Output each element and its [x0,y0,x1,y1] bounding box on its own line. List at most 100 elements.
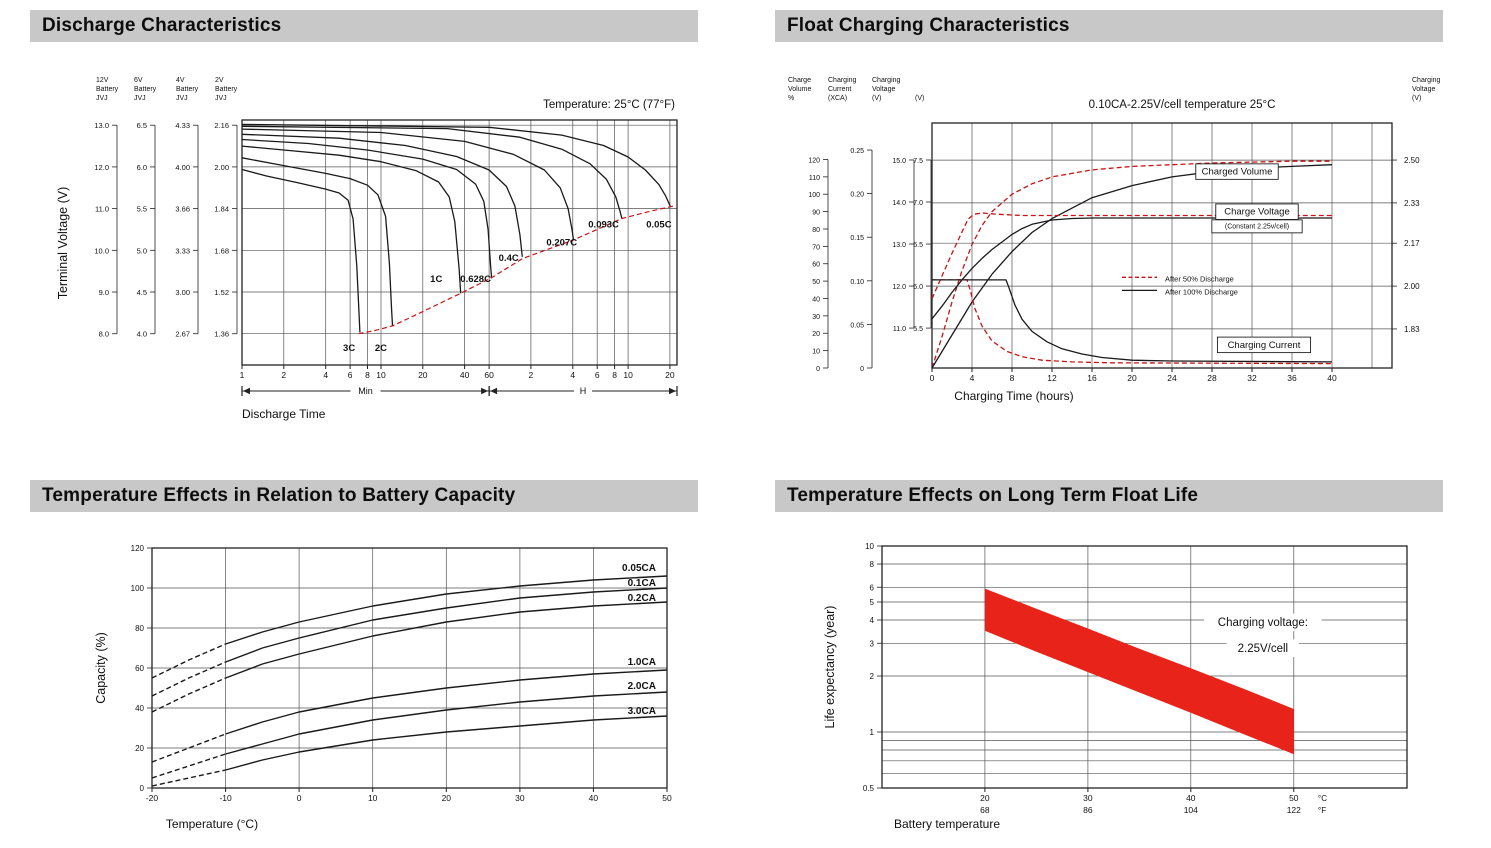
section-title: Temperature Effects on Long Term Float L… [787,485,1199,506]
svg-text:14.0: 14.0 [892,200,906,207]
svg-text:0: 0 [297,793,302,803]
section-title: Discharge Characteristics [42,15,282,36]
svg-text:4V: 4V [176,77,185,84]
section-title-bar: Float Charging Characteristics [775,10,1443,42]
svg-text:H: H [580,386,587,396]
panel-temperature-float-life: Temperature Effects on Long Term Float L… [745,470,1491,848]
svg-text:0.207C: 0.207C [546,238,577,249]
svg-text:50: 50 [1289,793,1299,803]
svg-text:°F: °F [1318,806,1326,815]
svg-text:6.0: 6.0 [913,284,923,291]
svg-text:6.0: 6.0 [137,163,147,172]
svg-text:20: 20 [1127,373,1137,383]
svg-text:6: 6 [870,583,875,592]
svg-text:104: 104 [1184,805,1198,815]
svg-text:2: 2 [529,370,534,380]
svg-text:4: 4 [570,370,575,380]
svg-text:3C: 3C [343,343,355,354]
svg-text:5.5: 5.5 [913,326,923,333]
svg-text:0.05C: 0.05C [646,219,671,230]
svg-text:11.0: 11.0 [95,205,109,214]
svg-text:°C: °C [1318,794,1327,803]
svg-text:3.00: 3.00 [175,288,190,297]
svg-text:Temperature (°C): Temperature (°C) [166,817,258,831]
svg-text:JVJ: JVJ [215,95,227,102]
section-title-bar: Temperature Effects in Relation to Batte… [30,480,698,512]
panel-temperature-capacity: Temperature Effects in Relation to Batte… [0,470,747,848]
svg-text:2.00: 2.00 [1404,282,1420,291]
svg-text:2.33: 2.33 [1404,199,1420,208]
svg-text:1.36: 1.36 [214,330,229,339]
svg-text:2.16: 2.16 [214,121,229,130]
svg-text:8: 8 [1010,373,1015,383]
svg-text:Life expectancy (year): Life expectancy (year) [823,606,837,729]
svg-text:Volume: Volume [788,86,811,93]
svg-text:Battery: Battery [215,86,238,93]
svg-text:68: 68 [980,805,990,815]
svg-text:Charging: Charging [872,77,901,84]
svg-text:5.5: 5.5 [137,205,147,214]
svg-text:7.5: 7.5 [913,158,923,165]
svg-text:Terminal Voltage (V): Terminal Voltage (V) [56,187,70,300]
svg-text:20: 20 [812,331,820,338]
svg-text:36: 36 [1287,373,1297,383]
svg-text:JVJ: JVJ [96,95,108,102]
svg-text:6.5: 6.5 [913,242,923,249]
svg-text:6: 6 [348,370,353,380]
svg-text:Battery: Battery [176,86,199,93]
temperature-capacity-chart: -20 -10 0 10 20 30 40 50 120 100 80 60 40 20 0 0.05CA 0.… [94,544,672,831]
svg-text:12.0: 12.0 [892,284,906,291]
svg-text:2.00: 2.00 [214,163,229,172]
svg-text:12: 12 [1047,373,1057,383]
svg-text:20: 20 [980,793,990,803]
svg-text:20: 20 [442,793,452,803]
svg-text:12.0: 12.0 [94,163,109,172]
svg-text:0: 0 [140,784,145,793]
section-title: Float Charging Characteristics [787,15,1070,36]
svg-text:0.10: 0.10 [850,279,864,286]
svg-text:2.17: 2.17 [1404,239,1420,248]
section-title-bar: Temperature Effects on Long Term Float L… [775,480,1443,512]
svg-text:0.05CA: 0.05CA [622,563,656,574]
svg-text:0: 0 [860,366,864,373]
svg-text:1: 1 [870,728,875,737]
svg-text:2: 2 [281,370,286,380]
svg-text:Voltage: Voltage [1412,86,1435,93]
section-title: Temperature Effects in Relation to Batte… [42,485,516,506]
svg-text:0.25: 0.25 [850,148,864,155]
svg-text:Charge Voltage: Charge Voltage [1224,207,1290,218]
svg-text:120: 120 [808,157,820,164]
svg-text:60: 60 [484,370,494,380]
discharge-characteristics-chart: 1 2 4 6 8 10 20 40 60 2 4 6 8 10 20 12V Battery JVJ 13.0 12… [56,77,678,421]
svg-text:80: 80 [812,227,820,234]
svg-text:Charged Volume: Charged Volume [1202,167,1273,178]
svg-text:13.0: 13.0 [892,242,906,249]
svg-text:After 50% Discharge: After 50% Discharge [1165,275,1234,284]
svg-text:-20: -20 [146,793,159,803]
svg-text:0: 0 [930,373,935,383]
svg-text:28: 28 [1207,373,1217,383]
svg-text:32: 32 [1247,373,1257,383]
svg-text:Battery: Battery [96,86,119,93]
svg-text:8: 8 [612,370,617,380]
svg-text:4.00: 4.00 [175,163,190,172]
svg-text:4: 4 [970,373,975,383]
svg-text:60: 60 [135,664,144,673]
svg-text:3: 3 [870,639,875,648]
svg-text:24: 24 [1167,373,1177,383]
svg-text:40: 40 [460,370,470,380]
svg-text:2.50: 2.50 [1404,156,1420,165]
svg-text:1.83: 1.83 [1404,325,1420,334]
svg-text:20: 20 [665,370,675,380]
svg-text:2C: 2C [375,343,387,354]
svg-text:Battery: Battery [134,86,157,93]
svg-text:8: 8 [870,560,875,569]
svg-text:Charge: Charge [788,77,811,84]
svg-text:2.0CA: 2.0CA [628,681,656,692]
svg-text:110: 110 [809,175,820,182]
svg-text:(V): (V) [1412,95,1421,102]
svg-text:10: 10 [368,793,378,803]
svg-text:50: 50 [812,279,820,286]
svg-text:1.52: 1.52 [214,288,229,297]
svg-text:Charging: Charging [1412,77,1441,84]
